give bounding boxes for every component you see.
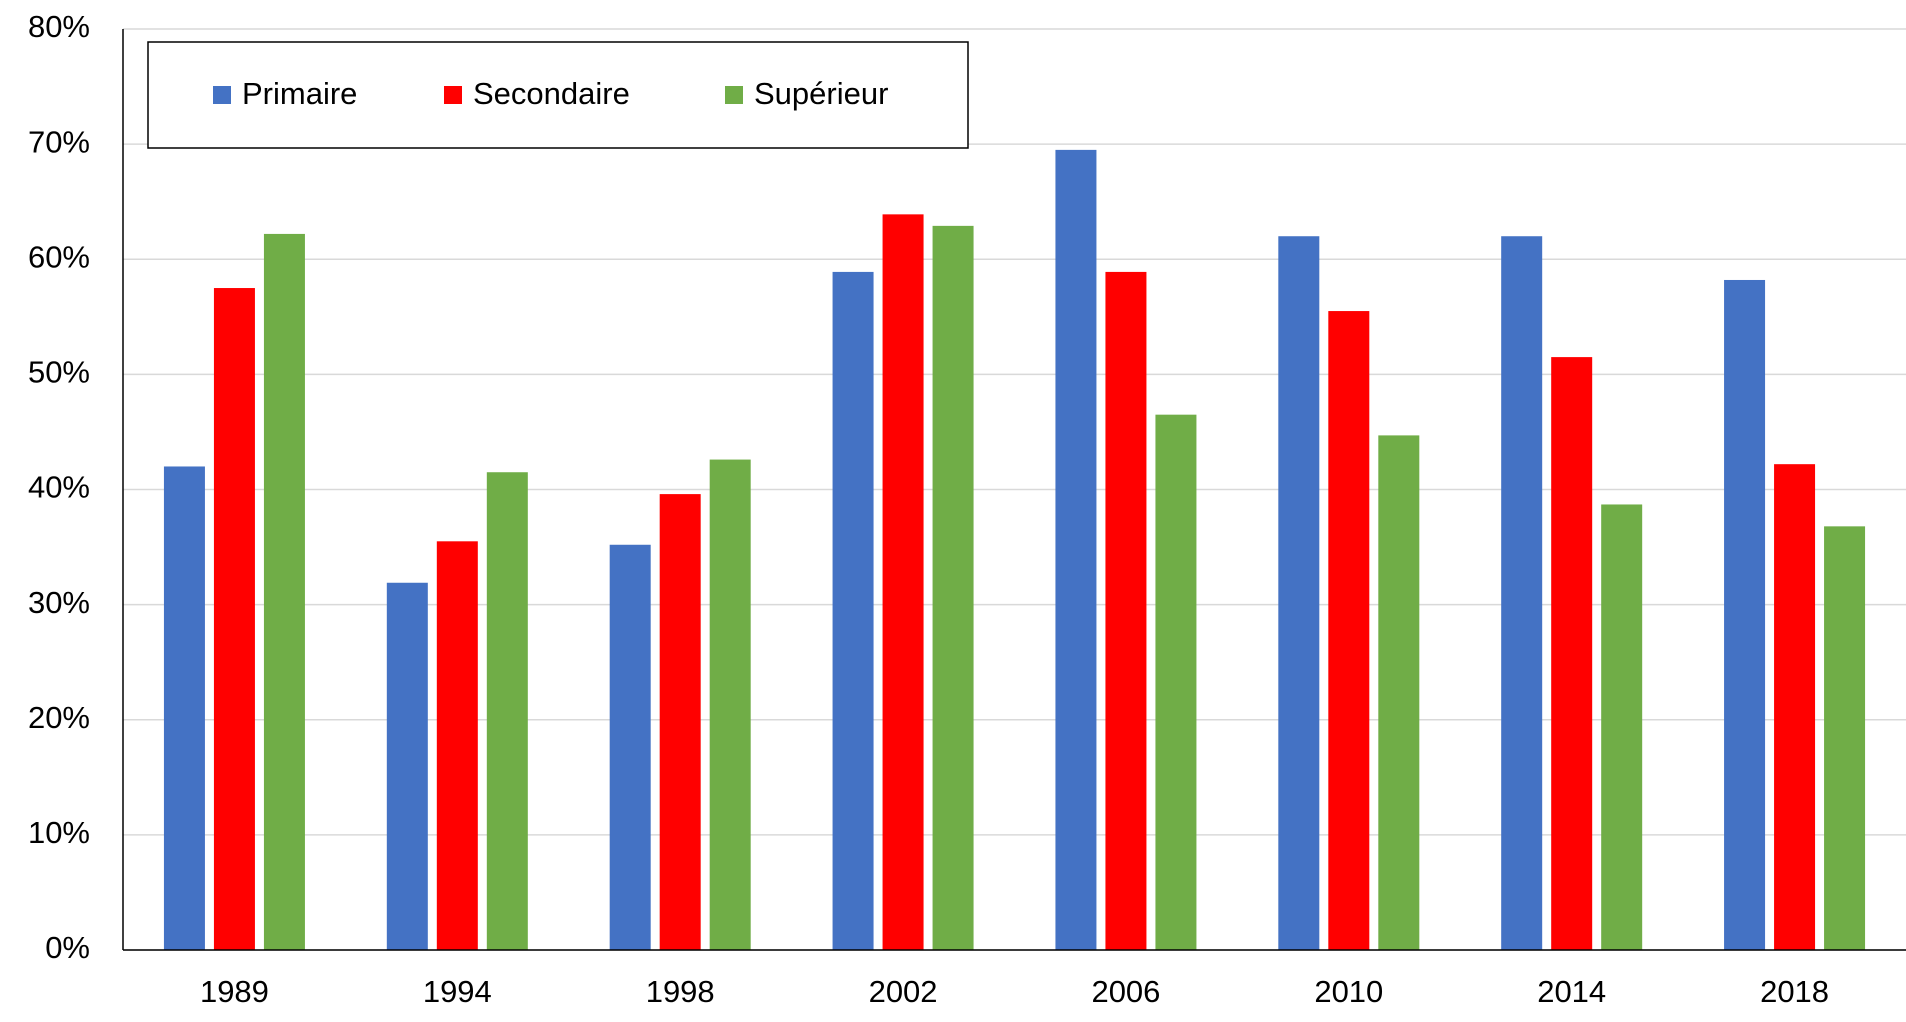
x-tick-label: 1994 [423,974,492,1009]
bar [1055,149,1097,951]
legend-label: Supérieur [754,76,888,111]
bar [436,541,478,950]
legend-swatch [444,86,462,104]
y-tick-label: 20% [28,700,90,735]
y-tick-label: 50% [28,355,90,390]
bar [1155,414,1197,950]
bar [263,233,305,951]
y-tick-label: 10% [28,815,90,850]
legend-swatch [213,86,231,104]
legend-box [147,41,969,149]
bar [1551,357,1593,950]
bar [1774,464,1816,950]
bar [1278,236,1320,951]
bar [709,459,751,950]
x-tick-label: 2002 [869,974,938,1009]
x-tick-label: 2010 [1314,974,1383,1009]
legend-label: Secondaire [473,76,630,111]
bar [1105,271,1147,950]
bar [1501,236,1543,951]
bar [1601,504,1643,950]
legend-label: Primaire [242,76,357,111]
bar [486,472,528,950]
bar [832,271,874,950]
y-tick-label: 30% [28,585,90,620]
x-tick-label: 2014 [1537,974,1606,1009]
y-tick-label: 60% [28,239,90,274]
bar [932,225,974,950]
bar [659,494,701,950]
bar [1328,311,1370,950]
bar [1378,435,1420,950]
x-tick-label: 2006 [1091,974,1160,1009]
y-tick-label: 40% [28,470,90,505]
x-tick-label: 1998 [646,974,715,1009]
bar [1724,279,1766,950]
legend-swatch [725,86,743,104]
bar [163,466,205,950]
x-tick-label: 1989 [200,974,269,1009]
bar [882,214,924,950]
y-tick-label: 0% [45,930,90,965]
bar [1824,526,1866,950]
bar [609,544,651,950]
x-tick-label: 2018 [1760,974,1829,1009]
bar [386,582,428,950]
y-tick-label: 70% [28,124,90,159]
y-tick-label: 80% [28,9,90,44]
bar [213,288,255,950]
